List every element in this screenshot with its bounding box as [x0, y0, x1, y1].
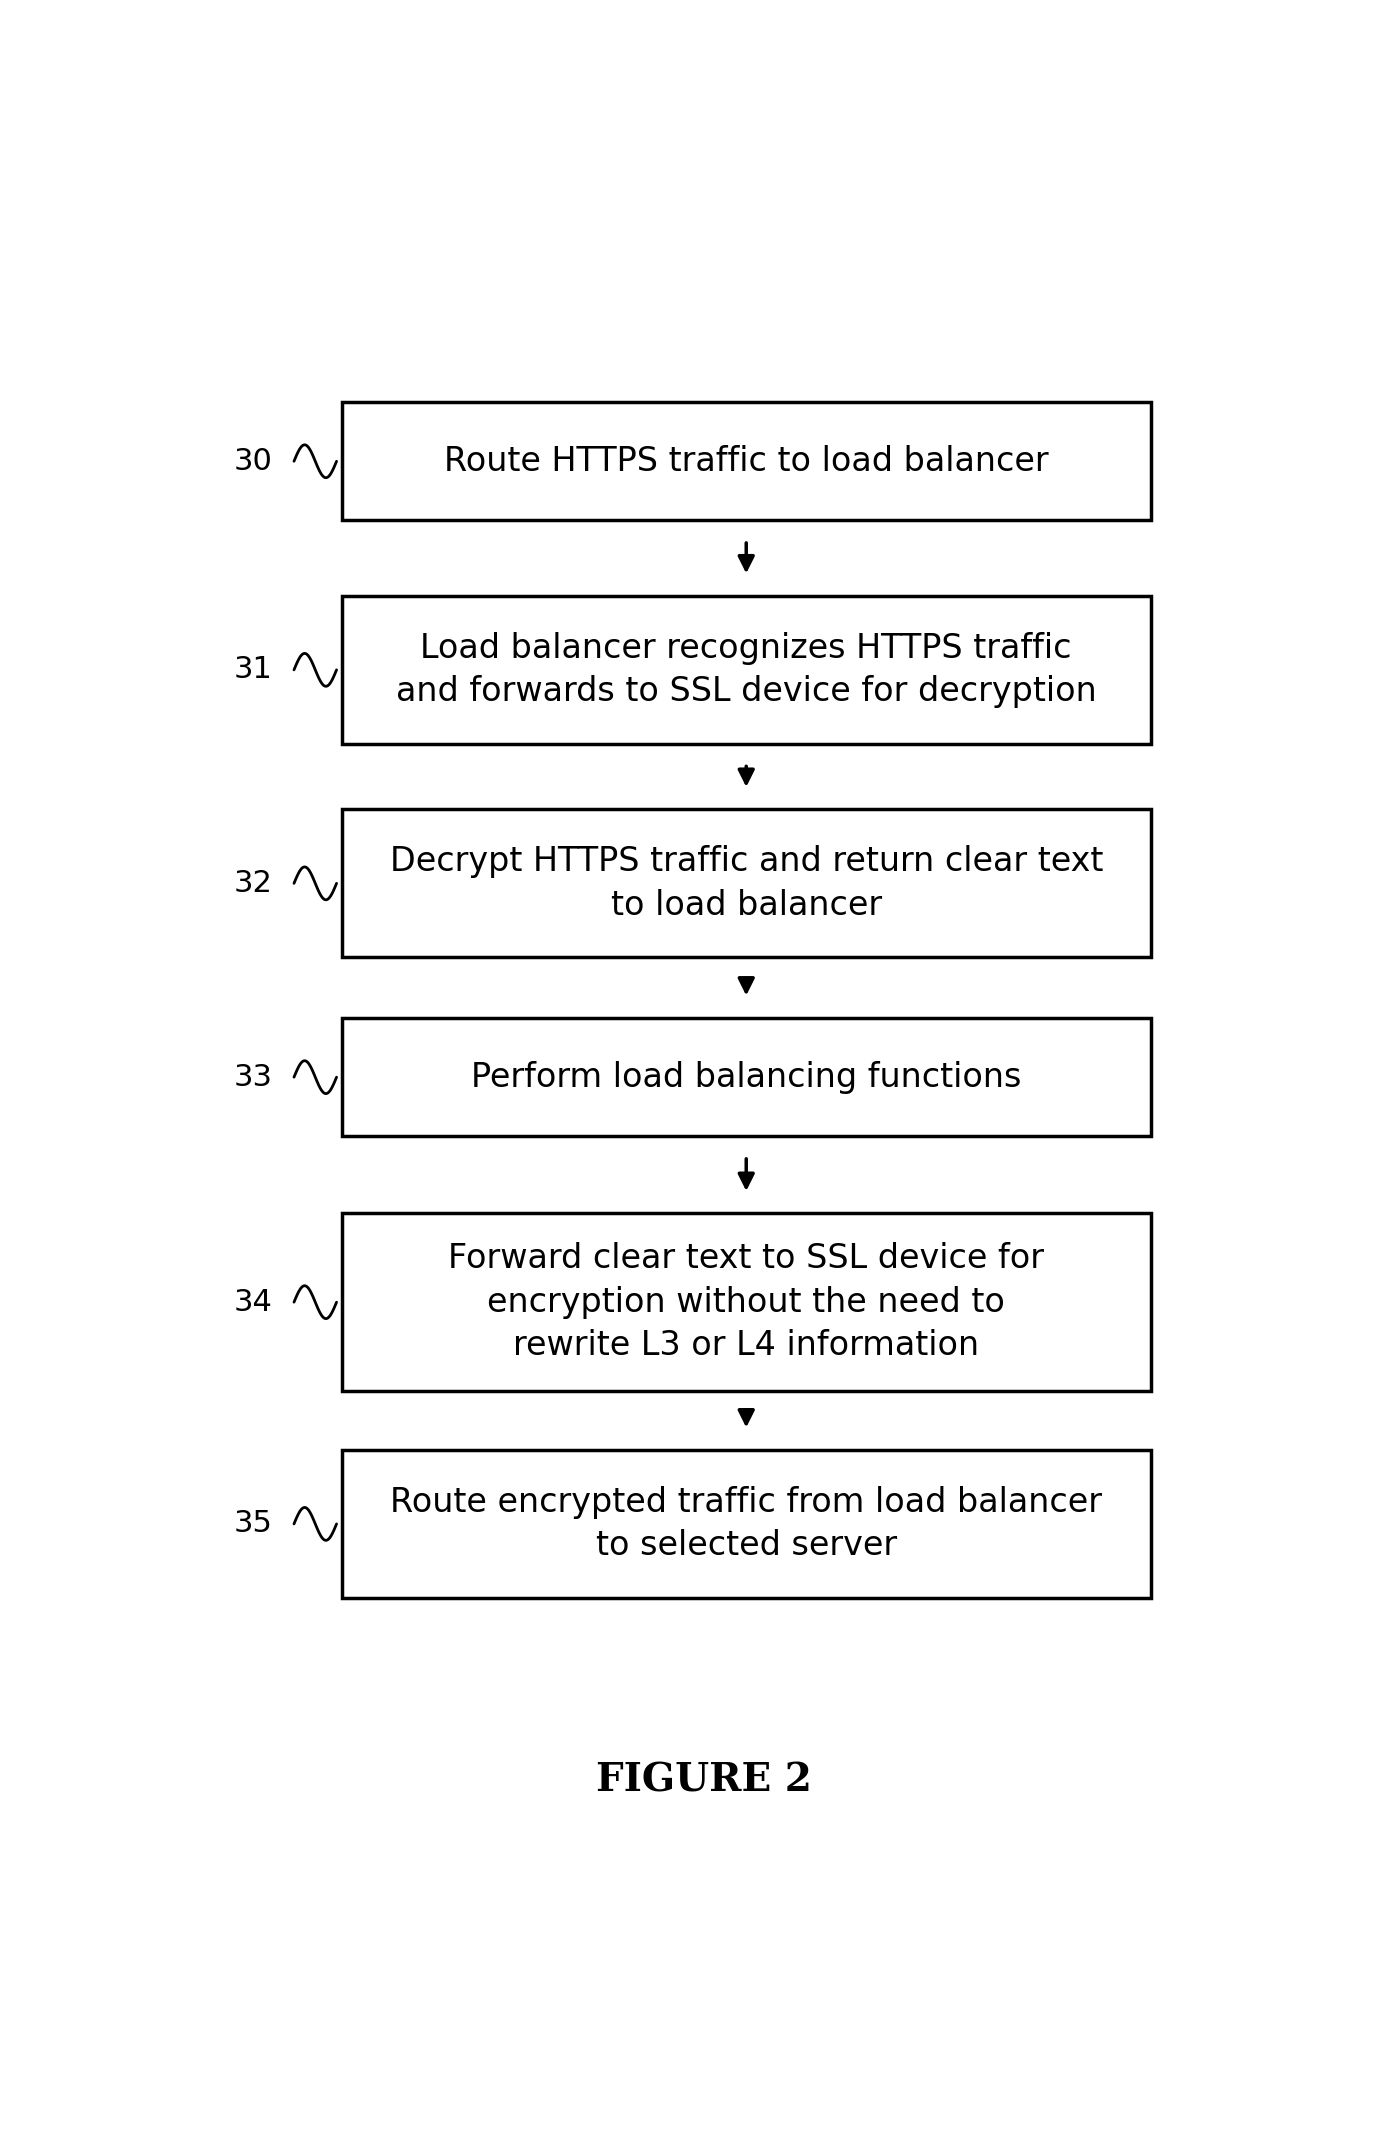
Text: 35: 35 — [233, 1510, 273, 1538]
Text: Route HTTPS traffic to load balancer: Route HTTPS traffic to load balancer — [443, 446, 1049, 478]
FancyBboxPatch shape — [342, 595, 1151, 744]
Text: FIGURE 2: FIGURE 2 — [596, 1762, 811, 1798]
Text: 30: 30 — [233, 446, 273, 476]
Text: 33: 33 — [233, 1062, 273, 1092]
Text: Load balancer recognizes HTTPS traffic
and forwards to SSL device for decryption: Load balancer recognizes HTTPS traffic a… — [395, 631, 1097, 708]
Text: Decrypt HTTPS traffic and return clear text
to load balancer: Decrypt HTTPS traffic and return clear t… — [390, 845, 1103, 921]
Text: 31: 31 — [233, 655, 273, 685]
Text: Perform load balancing functions: Perform load balancing functions — [471, 1060, 1022, 1094]
FancyBboxPatch shape — [342, 1017, 1151, 1137]
Text: 32: 32 — [233, 868, 273, 898]
FancyBboxPatch shape — [342, 1450, 1151, 1598]
Text: Forward clear text to SSL device for
encryption without the need to
rewrite L3 o: Forward clear text to SSL device for enc… — [448, 1241, 1045, 1363]
Text: Route encrypted traffic from load balancer
to selected server: Route encrypted traffic from load balanc… — [390, 1487, 1103, 1561]
FancyBboxPatch shape — [342, 403, 1151, 520]
FancyBboxPatch shape — [342, 808, 1151, 958]
Text: 34: 34 — [233, 1288, 273, 1316]
FancyBboxPatch shape — [342, 1214, 1151, 1391]
